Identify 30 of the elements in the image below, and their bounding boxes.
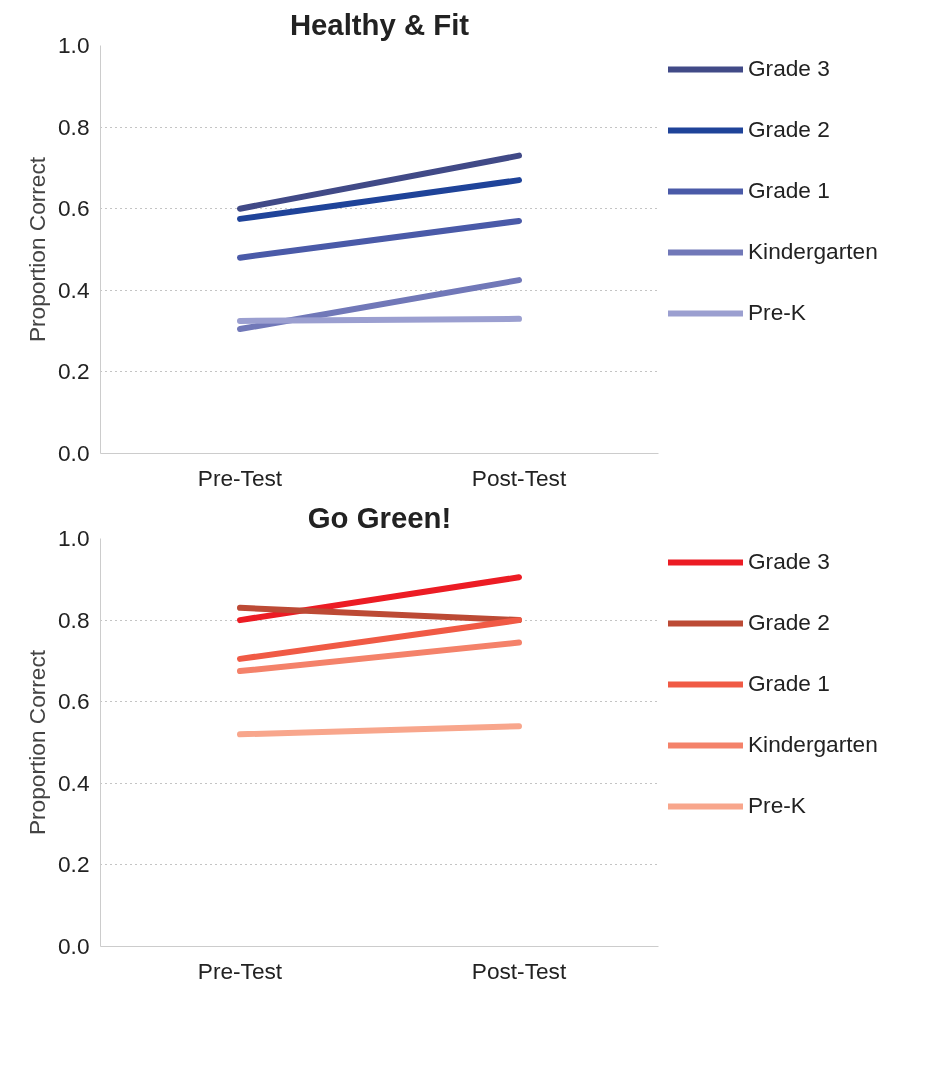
y-tick-label: 0.0: [58, 933, 90, 959]
y-tick-label: 1.0: [58, 525, 90, 551]
legend-label: Pre-K: [748, 299, 806, 326]
legend-label: Grade 2: [748, 116, 830, 143]
x-tick-label: Pre-Test: [197, 957, 283, 984]
chart-title: Go Green!: [307, 500, 452, 534]
legend-label: Kindergarten: [748, 238, 878, 265]
y-axis-title: Proportion Correct: [24, 156, 50, 343]
legend-label: Grade 1: [748, 177, 830, 204]
y-tick-label: 0.8: [58, 606, 90, 633]
y-tick-label: 1.0: [58, 32, 90, 58]
y-tick-label: 0.4: [58, 276, 90, 303]
y-axis-title: Proportion Correct: [24, 649, 50, 836]
y-tick-label: 0.6: [58, 195, 90, 222]
legend-label: Grade 1: [748, 670, 830, 697]
y-tick-label: 0.4: [58, 769, 90, 796]
y-tick-label: 0.2: [58, 851, 90, 878]
y-tick-label: 0.2: [58, 358, 90, 385]
legend-label: Grade 3: [748, 548, 830, 575]
chart-title: Healthy & Fit: [289, 7, 470, 41]
legend-label: Grade 3: [748, 55, 830, 82]
x-tick-label: Pre-Test: [197, 464, 283, 491]
legend-label: Grade 2: [748, 609, 830, 636]
legend-label: Pre-K: [748, 792, 806, 819]
y-tick-label: 0.6: [58, 688, 90, 715]
y-tick-label: 0.8: [58, 113, 90, 140]
x-tick-label: Post-Test: [471, 957, 567, 984]
y-tick-label: 0.0: [58, 440, 90, 466]
x-tick-label: Post-Test: [471, 464, 567, 491]
legend-label: Kindergarten: [748, 731, 878, 758]
